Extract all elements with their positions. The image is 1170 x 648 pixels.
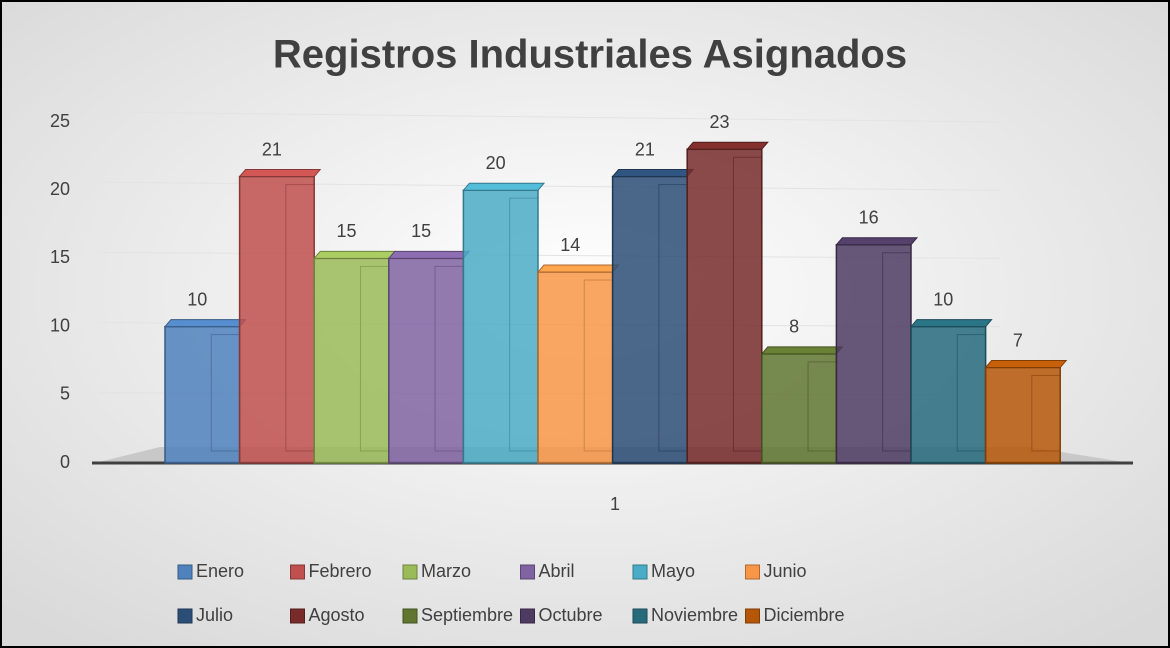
legend-label: Febrero <box>309 561 372 581</box>
bar <box>760 346 844 464</box>
bar-front <box>686 148 763 464</box>
bar <box>686 141 769 464</box>
legend-label: Octubre <box>539 605 603 625</box>
data-label: 23 <box>709 112 729 132</box>
y-tick-label: 25 <box>50 111 70 131</box>
bar <box>536 264 620 464</box>
data-label: 20 <box>486 153 506 173</box>
legend-label: Enero <box>196 561 244 581</box>
data-label: 21 <box>262 139 282 159</box>
bar-front <box>761 353 838 464</box>
bar-top <box>163 319 247 328</box>
bar-top <box>760 346 844 355</box>
bar-front <box>984 366 1061 464</box>
data-label: 16 <box>859 208 879 228</box>
bar-front <box>313 257 390 464</box>
legend-label: Julio <box>196 605 233 625</box>
bar <box>163 319 247 464</box>
bar <box>462 182 546 464</box>
legend-label: Diciembre <box>764 605 845 625</box>
data-label: 10 <box>933 289 953 309</box>
bar-top <box>835 237 919 246</box>
legend-label: Noviembre <box>651 605 738 625</box>
y-tick-label: 5 <box>60 384 70 404</box>
bar <box>387 250 471 464</box>
bar <box>313 250 396 464</box>
y-tick-label: 10 <box>50 315 70 335</box>
bar-top <box>909 319 993 328</box>
legend-swatch <box>520 608 535 624</box>
bar-top <box>387 250 471 259</box>
legend-swatch <box>632 608 648 624</box>
legend-swatch <box>177 564 193 580</box>
bar-top <box>686 141 769 150</box>
bar-top <box>313 250 396 259</box>
legend-swatch <box>177 608 193 624</box>
bar <box>611 169 695 464</box>
legend-swatch <box>745 564 760 580</box>
legend-swatch <box>290 564 305 580</box>
bar-top <box>536 264 620 273</box>
bar <box>835 237 919 464</box>
bar-top <box>462 182 546 191</box>
grid-line <box>99 111 1001 123</box>
legend-label: Mayo <box>651 561 695 581</box>
chart-title: Registros Industriales Asignados <box>273 33 907 77</box>
bar-front <box>462 189 539 464</box>
bar-front <box>611 175 688 464</box>
bar-front <box>537 271 614 464</box>
legend-label: Septiembre <box>421 605 513 625</box>
legend-label: Junio <box>764 561 807 581</box>
y-tick-label: 0 <box>60 452 70 472</box>
legend-label: Marzo <box>421 561 471 581</box>
data-label: 14 <box>560 235 580 255</box>
y-tick-label: 15 <box>50 247 70 267</box>
bar <box>238 169 322 464</box>
legend-label: Agosto <box>309 605 365 625</box>
bar-top <box>238 169 322 178</box>
legend-swatch <box>290 608 305 624</box>
bar-inner <box>1031 375 1061 452</box>
legend-label: Abril <box>539 561 575 581</box>
bar <box>984 360 1068 464</box>
legend-swatch <box>402 564 418 580</box>
bar-front <box>238 175 315 464</box>
data-label: 15 <box>411 221 431 241</box>
legend-swatch <box>632 564 648 580</box>
bar-top <box>984 360 1068 369</box>
bar-front <box>835 244 912 464</box>
legend-swatch <box>745 608 760 624</box>
bar-front <box>388 257 465 464</box>
data-label: 7 <box>1013 330 1023 350</box>
y-tick-label: 20 <box>50 179 70 199</box>
bar <box>909 319 993 464</box>
bar-front <box>910 325 987 464</box>
bar-front <box>164 325 241 464</box>
legend-swatch <box>520 564 535 580</box>
data-label: 21 <box>635 139 655 159</box>
data-label: 8 <box>789 317 799 337</box>
x-tick-label: 1 <box>610 494 620 514</box>
legend-swatch <box>402 608 418 624</box>
data-label: 15 <box>336 221 356 241</box>
bar-top <box>611 169 695 178</box>
data-label: 10 <box>187 289 207 309</box>
bar-inner <box>732 156 763 452</box>
